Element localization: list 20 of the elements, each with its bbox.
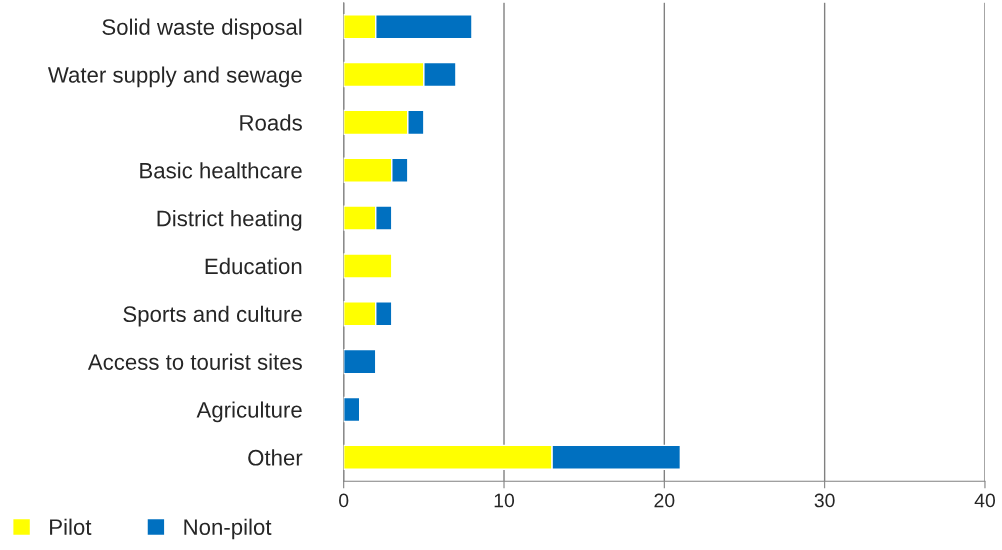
bar xyxy=(343,253,393,279)
y-tick-label: Solid waste disposal xyxy=(102,18,302,40)
legend-label: Pilot xyxy=(50,518,92,535)
y-tick-label: Basic healthcare xyxy=(140,162,302,179)
y-tick-label: Access to tourist sites xyxy=(87,353,302,370)
x-tick-label: 0 xyxy=(339,493,349,508)
y-tick-label: Roads xyxy=(240,114,302,131)
x-tick-label: 30 xyxy=(814,493,835,508)
x-tick-label: 20 xyxy=(654,493,675,508)
x-tick-label: 10 xyxy=(494,493,515,508)
y-tick-label: Education xyxy=(205,257,302,275)
x-tick-label: 40 xyxy=(974,493,996,508)
bar xyxy=(343,396,361,423)
y-tick-label: Water supply and sewage xyxy=(47,66,302,88)
y-tick-label: Agriculture xyxy=(196,401,302,423)
y-tick-label: Sports and culture xyxy=(123,305,302,327)
y-tick-label: Other xyxy=(248,449,303,466)
legend-label: Non-pilot xyxy=(184,518,272,540)
y-tick-label: District heating xyxy=(157,210,302,231)
bar xyxy=(343,348,377,375)
